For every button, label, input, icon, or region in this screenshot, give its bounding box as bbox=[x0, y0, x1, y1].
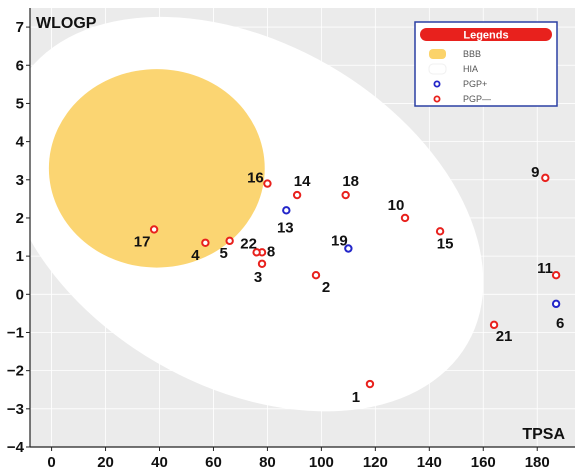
y-tick-label: 0 bbox=[16, 286, 24, 303]
legend-label: PGP— bbox=[463, 94, 491, 104]
y-tick-label: 4 bbox=[16, 134, 25, 151]
x-tick-label: 180 bbox=[525, 454, 550, 471]
legend-label: HIA bbox=[463, 64, 478, 74]
point-label-8: 8 bbox=[267, 243, 275, 260]
region-bbb bbox=[48, 69, 265, 268]
legend: Legends BBB HIA PGP+ PGP— bbox=[414, 21, 558, 107]
x-tick-label: 60 bbox=[205, 454, 222, 471]
point-label-18: 18 bbox=[342, 173, 359, 190]
x-tick-label: 0 bbox=[47, 454, 55, 471]
legend-swatch-hia bbox=[428, 63, 447, 75]
point-4 bbox=[201, 238, 210, 247]
point-13 bbox=[282, 206, 291, 215]
y-tick-label: −2 bbox=[7, 363, 24, 380]
point-16 bbox=[263, 179, 272, 188]
point-2 bbox=[311, 271, 321, 280]
point-label-1: 1 bbox=[352, 389, 360, 406]
point-6 bbox=[551, 299, 561, 309]
y-tick-label: 5 bbox=[16, 95, 24, 112]
point-11 bbox=[551, 271, 561, 280]
x-axis-title: TPSA bbox=[522, 426, 565, 443]
x-tick-label: 160 bbox=[471, 454, 496, 471]
point-label-17: 17 bbox=[134, 233, 151, 250]
x-tick-label: 20 bbox=[97, 454, 114, 471]
y-tick-label: 7 bbox=[16, 19, 24, 36]
y-axis-title: WLOGP bbox=[36, 15, 97, 32]
x-tick-label: 80 bbox=[259, 454, 276, 471]
point-21 bbox=[489, 320, 499, 330]
legend-title-pill bbox=[420, 28, 552, 41]
point-17 bbox=[149, 225, 159, 234]
x-tick-label: 140 bbox=[417, 454, 442, 471]
point-label-21: 21 bbox=[496, 328, 513, 345]
y-tick-label: 1 bbox=[16, 248, 24, 265]
point-label-14: 14 bbox=[294, 173, 311, 190]
point-label-2: 2 bbox=[322, 279, 330, 296]
legend-marker bbox=[433, 95, 441, 103]
y-tick-label: 3 bbox=[16, 172, 24, 189]
point-18 bbox=[341, 190, 350, 200]
legend-swatch-bbb bbox=[429, 49, 446, 59]
point-label-11: 11 bbox=[537, 260, 553, 277]
point-10 bbox=[400, 213, 410, 223]
point-19 bbox=[344, 244, 353, 253]
point-14 bbox=[292, 190, 302, 200]
y-tick-label: −4 bbox=[7, 439, 25, 456]
y-tick-label: 6 bbox=[16, 57, 24, 74]
point-label-13: 13 bbox=[277, 219, 294, 236]
legend-label: PGP+ bbox=[463, 79, 487, 89]
x-tick-label: 40 bbox=[151, 454, 168, 471]
point-15 bbox=[435, 227, 445, 236]
point-3 bbox=[257, 259, 267, 268]
y-tick-label: 2 bbox=[16, 210, 24, 227]
point-label-9: 9 bbox=[531, 164, 539, 181]
point-label-10: 10 bbox=[388, 197, 405, 214]
y-tick-label: −3 bbox=[7, 401, 24, 418]
point-label-15: 15 bbox=[437, 235, 454, 252]
point-5 bbox=[225, 236, 234, 246]
point-label-16: 16 bbox=[247, 170, 264, 187]
y-tick-label: −1 bbox=[7, 324, 24, 341]
point-label-4: 4 bbox=[191, 247, 200, 264]
point-label-19: 19 bbox=[331, 232, 348, 249]
point-label-5: 5 bbox=[219, 245, 227, 262]
point-1 bbox=[365, 379, 375, 389]
legend-title: Legends bbox=[463, 30, 508, 42]
point-22 bbox=[252, 248, 261, 257]
point-label-3: 3 bbox=[254, 269, 262, 286]
legend-marker bbox=[433, 80, 441, 88]
x-tick-label: 100 bbox=[309, 454, 334, 471]
legend-label: BBB bbox=[463, 49, 481, 59]
point-label-22: 22 bbox=[240, 235, 257, 252]
point-9 bbox=[541, 173, 550, 183]
point-label-6: 6 bbox=[556, 315, 564, 332]
x-tick-label: 120 bbox=[363, 454, 388, 471]
